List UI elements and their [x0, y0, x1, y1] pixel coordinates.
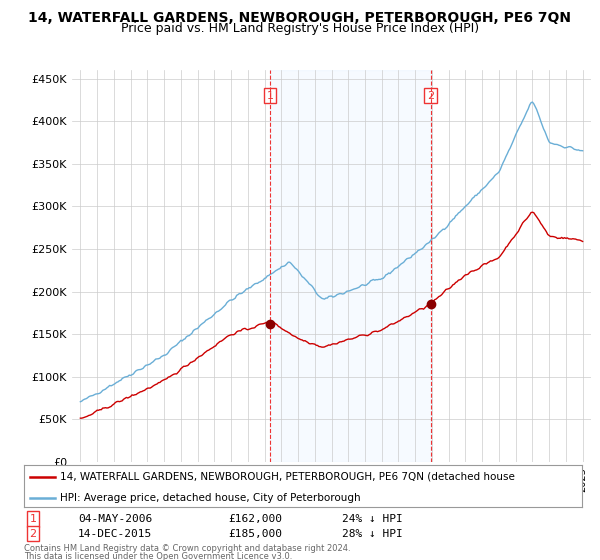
- Text: £185,000: £185,000: [228, 529, 282, 539]
- Text: 14, WATERFALL GARDENS, NEWBOROUGH, PETERBOROUGH, PE6 7QN: 14, WATERFALL GARDENS, NEWBOROUGH, PETER…: [29, 11, 571, 25]
- Text: This data is licensed under the Open Government Licence v3.0.: This data is licensed under the Open Gov…: [24, 552, 292, 560]
- Text: 1: 1: [266, 91, 274, 101]
- Bar: [270, 70, 431, 462]
- Text: £162,000: £162,000: [228, 514, 282, 524]
- Text: 14-DEC-2015: 14-DEC-2015: [78, 529, 152, 539]
- Text: 2: 2: [29, 529, 37, 539]
- Text: 24% ↓ HPI: 24% ↓ HPI: [342, 514, 403, 524]
- Text: 1: 1: [29, 514, 37, 524]
- Text: Contains HM Land Registry data © Crown copyright and database right 2024.: Contains HM Land Registry data © Crown c…: [24, 544, 350, 553]
- Text: 04-MAY-2006: 04-MAY-2006: [78, 514, 152, 524]
- Text: 14, WATERFALL GARDENS, NEWBOROUGH, PETERBOROUGH, PE6 7QN (detached house: 14, WATERFALL GARDENS, NEWBOROUGH, PETER…: [60, 472, 515, 482]
- Text: 28% ↓ HPI: 28% ↓ HPI: [342, 529, 403, 539]
- Text: Price paid vs. HM Land Registry's House Price Index (HPI): Price paid vs. HM Land Registry's House …: [121, 22, 479, 35]
- Text: 2: 2: [427, 91, 434, 101]
- Text: HPI: Average price, detached house, City of Peterborough: HPI: Average price, detached house, City…: [60, 493, 361, 502]
